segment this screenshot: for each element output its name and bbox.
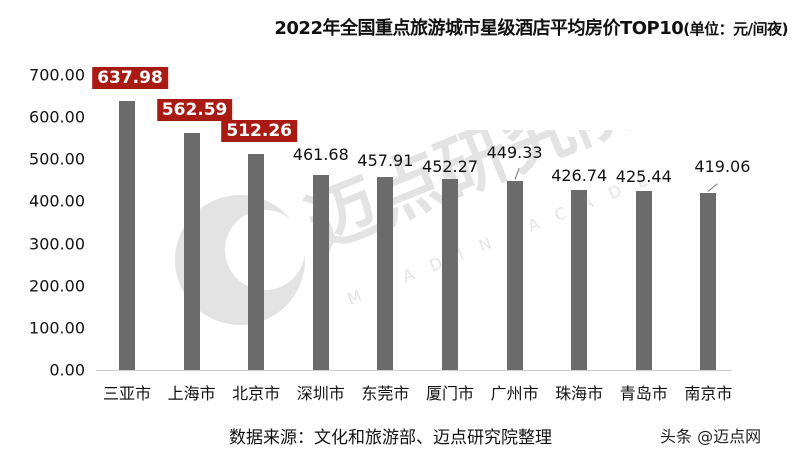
value-label: 419.06 (694, 157, 751, 177)
x-tick-label: 南京市 (684, 384, 733, 403)
chart-title-unit: (单位：元/间夜) (683, 20, 788, 38)
x-tick-label: 北京市 (232, 384, 281, 403)
x-tick-label: 珠海市 (555, 384, 604, 403)
value-label: 461.68 (292, 145, 349, 165)
x-tick-label: 广州市 (490, 384, 539, 403)
chart-title-main: 2022年全国重点旅游城市星级酒店平均房价TOP10 (274, 18, 684, 39)
value-label-highlighted: 562.59 (156, 98, 233, 121)
x-tick-label: 厦门市 (425, 384, 475, 403)
x-tick-label: 上海市 (167, 384, 216, 403)
chart-title: 2022年全国重点旅游城市星级酒店平均房价TOP10(单位：元/间夜) (0, 14, 788, 40)
value-label: 425.44 (615, 166, 672, 186)
label-leader-line (708, 183, 718, 193)
bar (635, 190, 652, 370)
bar (312, 175, 329, 370)
y-tick-label: 0.00 (49, 360, 85, 380)
credit-watermark: 头条 @迈点网 (660, 427, 762, 446)
value-label: 452.27 (422, 157, 478, 177)
x-axis-line (96, 370, 732, 371)
bar (571, 190, 588, 370)
bar (183, 132, 200, 370)
y-tick-label: 400.00 (29, 191, 85, 211)
value-label-highlighted: 512.26 (221, 120, 297, 143)
y-tick-label: 600.00 (29, 107, 85, 127)
x-tick-label: 三亚市 (102, 384, 152, 403)
x-tick-label: 青岛市 (619, 384, 668, 403)
value-label-highlighted: 637.98 (92, 67, 168, 90)
label-leader-line (514, 167, 520, 180)
value-label: 457.91 (357, 151, 414, 171)
y-tick-label: 200.00 (29, 276, 85, 296)
bar (442, 179, 458, 370)
bar (506, 180, 523, 370)
data-source: 数据来源：文化和旅游部、迈点研究院整理 (229, 428, 552, 448)
bar (119, 101, 135, 370)
y-tick-label: 500.00 (29, 149, 85, 169)
bar (377, 177, 394, 370)
bar (248, 154, 265, 370)
bar (700, 193, 717, 370)
y-tick-label: 300.00 (29, 234, 85, 254)
y-tick-label: 100.00 (29, 318, 85, 338)
x-tick-label: 东莞市 (361, 384, 410, 403)
y-tick-label: 700.00 (29, 65, 85, 85)
watermark-cn: 迈点研究院 (296, 130, 650, 266)
value-label: 449.33 (486, 142, 543, 162)
value-label: 426.74 (551, 166, 608, 186)
x-tick-label: 深圳市 (296, 384, 345, 403)
